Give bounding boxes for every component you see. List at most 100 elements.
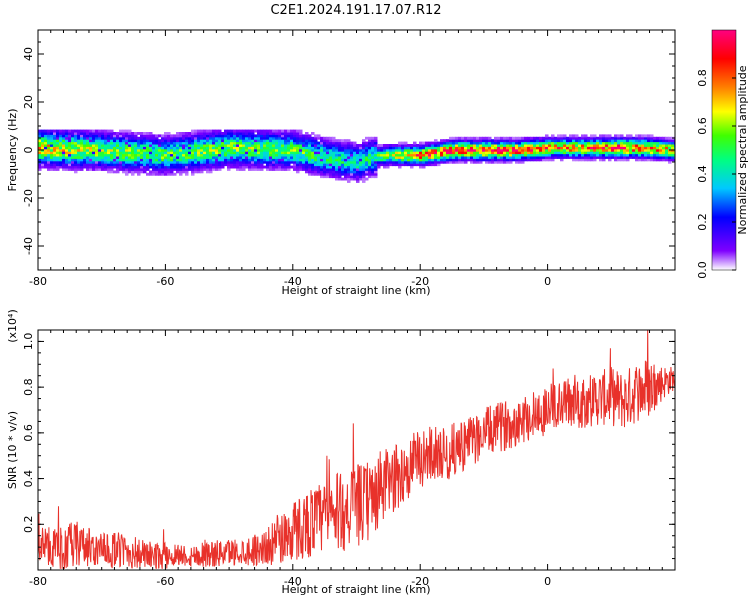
heatmap-cell [128, 148, 132, 152]
heatmap-cell [335, 170, 339, 174]
heatmap-cell [206, 160, 210, 164]
heatmap-cell [566, 139, 570, 143]
heatmap-cell [542, 144, 546, 147]
heatmap-cell [572, 139, 576, 143]
heatmap-cell [65, 163, 69, 167]
heatmap-cell [284, 136, 288, 140]
heatmap-cell [554, 136, 558, 140]
heatmap-cell [272, 148, 276, 152]
heatmap-cell [587, 151, 591, 155]
heatmap-cell [371, 141, 375, 145]
heatmap-cell [464, 148, 468, 152]
heatmap-cell [263, 146, 267, 150]
heatmap-cell [566, 156, 570, 159]
heatmap-cell [371, 170, 375, 174]
heatmap-cell [128, 168, 132, 171]
heatmap-cell [233, 129, 237, 133]
heatmap-cell [347, 141, 351, 145]
heatmap-cell [428, 148, 432, 152]
heatmap-cell [206, 144, 210, 147]
heatmap-cell [74, 136, 78, 140]
heatmap-cell [521, 141, 525, 145]
heatmap-cell [65, 136, 69, 140]
heatmap-cell [209, 158, 213, 162]
heatmap-cell [368, 153, 372, 157]
heatmap-cell [149, 146, 153, 150]
heatmap-cell [407, 160, 411, 164]
heatmap-cell [653, 136, 657, 140]
heatmap-cell [302, 156, 306, 159]
heatmap-cell [236, 139, 240, 143]
heatmap-cell [107, 153, 111, 157]
heatmap-cell [548, 139, 552, 143]
heatmap-cell [170, 151, 174, 155]
heatmap-cell [44, 153, 48, 157]
heatmap-cell [473, 153, 477, 157]
heatmap-cell [164, 160, 168, 164]
heatmap-cell [284, 134, 288, 138]
heatmap-cell [191, 139, 195, 143]
heatmap-cell [365, 168, 369, 171]
heatmap-cell [671, 151, 675, 155]
heatmap-cell [302, 146, 306, 150]
heatmap-cell [512, 136, 516, 140]
heatmap-cell [587, 139, 591, 143]
heatmap-cell [311, 141, 315, 145]
heatmap-cell [41, 156, 45, 159]
heatmap-cell [206, 153, 210, 157]
heatmap-cell [383, 156, 387, 159]
heatmap-cell [149, 172, 153, 176]
heatmap-cell [581, 158, 585, 162]
heatmap-cell [362, 160, 366, 164]
heatmap-cell [224, 136, 228, 140]
heatmap-cell [98, 141, 102, 145]
heatmap-cell [518, 146, 522, 150]
heatmap-cell [185, 151, 189, 155]
heatmap-cell [626, 144, 630, 147]
heatmap-cell [338, 153, 342, 157]
heatmap-cell [212, 136, 216, 140]
heatmap-cell [185, 158, 189, 162]
heatmap-cell [239, 153, 243, 157]
heatmap-cell [353, 160, 357, 164]
heatmap-cell [80, 153, 84, 157]
heatmap-cell [317, 170, 321, 174]
heatmap-cell [509, 160, 513, 164]
heatmap-cell [137, 160, 141, 164]
heatmap-cell [287, 146, 291, 150]
heatmap-cell [50, 148, 54, 152]
heatmap-cell [185, 168, 189, 171]
heatmap-cell [296, 160, 300, 164]
heatmap-cell [665, 144, 669, 147]
heatmap-cell [227, 158, 231, 162]
heatmap-cell [344, 163, 348, 167]
heatmap-cell [65, 132, 69, 135]
heatmap-cell [308, 144, 312, 147]
heatmap-cell [650, 136, 654, 140]
heatmap-cell [572, 148, 576, 152]
heatmap-cell [317, 151, 321, 155]
heatmap-cell [50, 134, 54, 138]
heatmap-cell [371, 160, 375, 164]
heatmap-cell [494, 151, 498, 155]
heatmap-cell [290, 146, 294, 150]
heatmap-cell [53, 156, 57, 159]
heatmap-cell [287, 163, 291, 167]
heatmap-cell [323, 165, 327, 169]
heatmap-cell [500, 160, 504, 164]
heatmap-cell [311, 170, 315, 174]
heatmap-cell [209, 134, 213, 138]
heatmap-cell [59, 146, 63, 150]
heatmap-cell [428, 144, 432, 147]
heatmap-cell [602, 141, 606, 145]
heatmap-cell [200, 139, 204, 143]
heatmap-cell [89, 139, 93, 143]
heatmap-cell [443, 158, 447, 162]
colorbar-tick-label: 0.2 [696, 213, 709, 231]
heatmap-cell [239, 165, 243, 169]
heatmap-cell [197, 139, 201, 143]
heatmap-cell [203, 158, 207, 162]
heatmap-cell [347, 177, 351, 181]
heatmap-cell [122, 129, 126, 133]
heatmap-cell [251, 129, 255, 133]
